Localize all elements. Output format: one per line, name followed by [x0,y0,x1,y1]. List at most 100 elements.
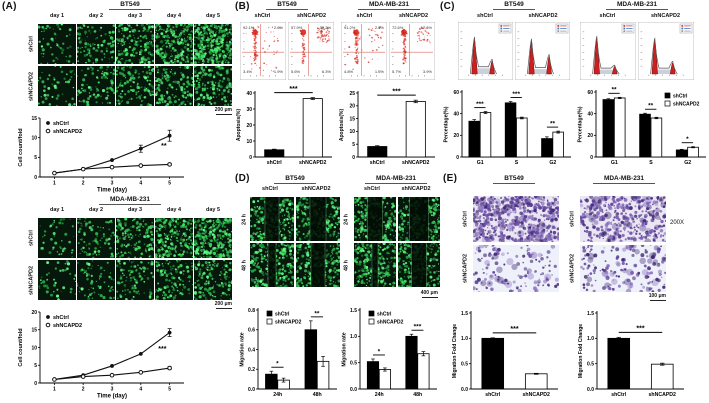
panel-e-bt549-title: BT549 [468,175,560,185]
svg-text:Percentage(%): Percentage(%) [578,106,584,142]
wound-healing-image [296,197,340,241]
scale-bar: 200 μm [196,108,232,116]
svg-canvas [458,22,513,80]
svg-text:10: 10 [349,129,355,135]
svg-canvas [354,243,396,287]
timepoint-row-label: 24 h [343,213,350,225]
svg-text:Apoptosis(%): Apoptosis(%) [236,109,242,142]
svg-text:Cell count/fold: Cell count/fold [18,128,24,166]
condition-row-label: shNCAPD2 [569,253,576,284]
svg-canvas [77,66,115,106]
svg-text:**: ** [648,103,654,110]
svg-text:G1: G1 [611,160,618,166]
panel-d-bt549-title: BT549 [248,175,342,185]
fluorescence-image [155,218,193,258]
svg-text:15: 15 [31,328,37,334]
condition-label: shNCAPD2 [296,13,327,19]
svg-text:2.6%: 2.6% [274,25,284,30]
svg-canvas [473,196,559,242]
svg-text:1.9%: 1.9% [274,69,284,74]
fluorescence-image [155,24,193,64]
panel-c-bt549-title: BT549 [457,1,571,11]
svg-canvas [194,218,232,258]
svg-canvas [116,218,154,258]
condition-row-label: shCtrl [28,36,35,52]
svg-text:1: 1 [53,387,56,393]
wound-healing-image [296,243,340,287]
svg-canvas [116,260,154,300]
svg-canvas [194,66,232,106]
svg-canvas [77,24,115,64]
svg-canvas [38,24,75,64]
fluorescence-image [194,260,232,300]
panel-d-label: (D) [235,173,250,184]
cell-cycle-bar-chart-mda: 0 20 40 60 Percentage(%) G1 ** S ** G2 * shCtrl shNC… [576,84,709,168]
svg-text:shCtrl: shCtrl [673,94,688,100]
svg-text:0: 0 [352,155,355,161]
wound-healing-image [398,243,440,287]
fluorescence-image [155,66,193,106]
panel-e-label: (E) [443,173,458,184]
condition-label: shCtrl [356,13,373,19]
svg-canvas [155,218,193,258]
svg-text:30.2%: 30.2% [320,25,332,30]
fluorescence-image [116,260,154,300]
svg-canvas [473,245,559,292]
condition-row-label: shNCAPD2 [462,253,469,284]
svg-canvas: 91.2% 2.5% 4.8% 1.5% [341,22,387,80]
svg-text:Time (day): Time (day) [97,188,127,194]
fluorescence-image [38,66,76,106]
timepoint-row-label: 48 h [241,259,248,271]
svg-canvas [155,24,193,64]
fluorescence-image [116,66,154,106]
growth-chart-bt549: 0 5 10 15 1 2 3 4 5 Time (day) Cell count/fold shCt… [16,114,194,194]
condition-label: shCtrl [599,13,616,19]
svg-text:1.5%: 1.5% [375,69,385,74]
svg-text:5: 5 [168,387,171,393]
fluorescence-image [38,218,76,258]
svg-canvas: 0 5 10 15 20 1 2 3 4 5 Time (day) Cell count/fold sh… [18,310,184,400]
panel-c-mda-title: MDA-MB-231 [579,1,695,11]
svg-text:3.4%: 3.4% [243,69,253,74]
svg-text:25: 25 [349,91,355,97]
svg-text:shCtrl: shCtrl [267,160,283,166]
svg-canvas [155,260,193,300]
svg-text:3: 3 [111,387,114,393]
fluorescence-image [116,218,154,258]
condition-row-label: shCtrl [569,211,576,227]
day-label: day 2 [88,207,104,213]
apoptosis-bar-chart-bt549: 0 10 20 30 40 Apoptosis(%) shCtrl shNCAPD2 *** [234,84,336,168]
svg-text:shNCAPD2: shNCAPD2 [53,129,82,135]
svg-text:57.9%: 57.9% [291,25,303,30]
svg-text:shNCAPD2: shNCAPD2 [402,160,429,166]
svg-text:***: *** [289,86,297,93]
transwell-image [580,196,666,242]
svg-canvas [155,66,193,106]
svg-text:20: 20 [31,310,37,316]
svg-text:shCtrl: shCtrl [53,315,69,321]
apoptosis-bar-chart-mda: 0 5 10 15 20 25 Apoptosis(%) shCtrl shNCAPD2 *** [337,84,439,168]
svg-text:20: 20 [349,104,355,110]
svg-text:**: ** [550,121,556,128]
condition-row-label: shCtrl [462,211,469,227]
apoptosis-flow-plot: 91.2% 2.5% 4.8% 1.5% [341,22,387,80]
scale-bar: 200 μm [196,302,232,310]
condition-label: shNCAPD2 [528,13,558,19]
fluorescence-image [194,24,232,64]
svg-text:5: 5 [352,142,355,148]
panel-b-label: (B) [235,1,250,12]
day-label: day 3 [127,13,143,19]
fluorescence-image [194,218,232,258]
svg-text:Percentage(%): Percentage(%) [444,106,450,142]
fluorescence-image [38,24,76,64]
cell-cycle-histogram [580,22,636,80]
condition-row-label: shCtrl [28,230,35,246]
svg-canvas [580,22,636,80]
svg-text:3.9%: 3.9% [423,69,433,74]
svg-text:40: 40 [587,111,593,117]
scale-bar: 100 μm [630,294,666,302]
svg-text:S: S [649,160,653,166]
svg-canvas: 57.9% 30.2% 5.6% 6.3% [288,22,334,80]
svg-canvas [77,218,115,258]
